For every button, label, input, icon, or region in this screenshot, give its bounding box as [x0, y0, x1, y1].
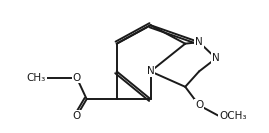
Text: O: O — [73, 73, 81, 83]
Text: O: O — [195, 100, 203, 110]
Text: N: N — [147, 66, 154, 76]
Text: O: O — [73, 111, 81, 121]
Text: CH₃: CH₃ — [27, 73, 46, 83]
Text: N: N — [195, 37, 203, 47]
Text: OCH₃: OCH₃ — [219, 111, 247, 121]
Text: N: N — [212, 53, 220, 63]
